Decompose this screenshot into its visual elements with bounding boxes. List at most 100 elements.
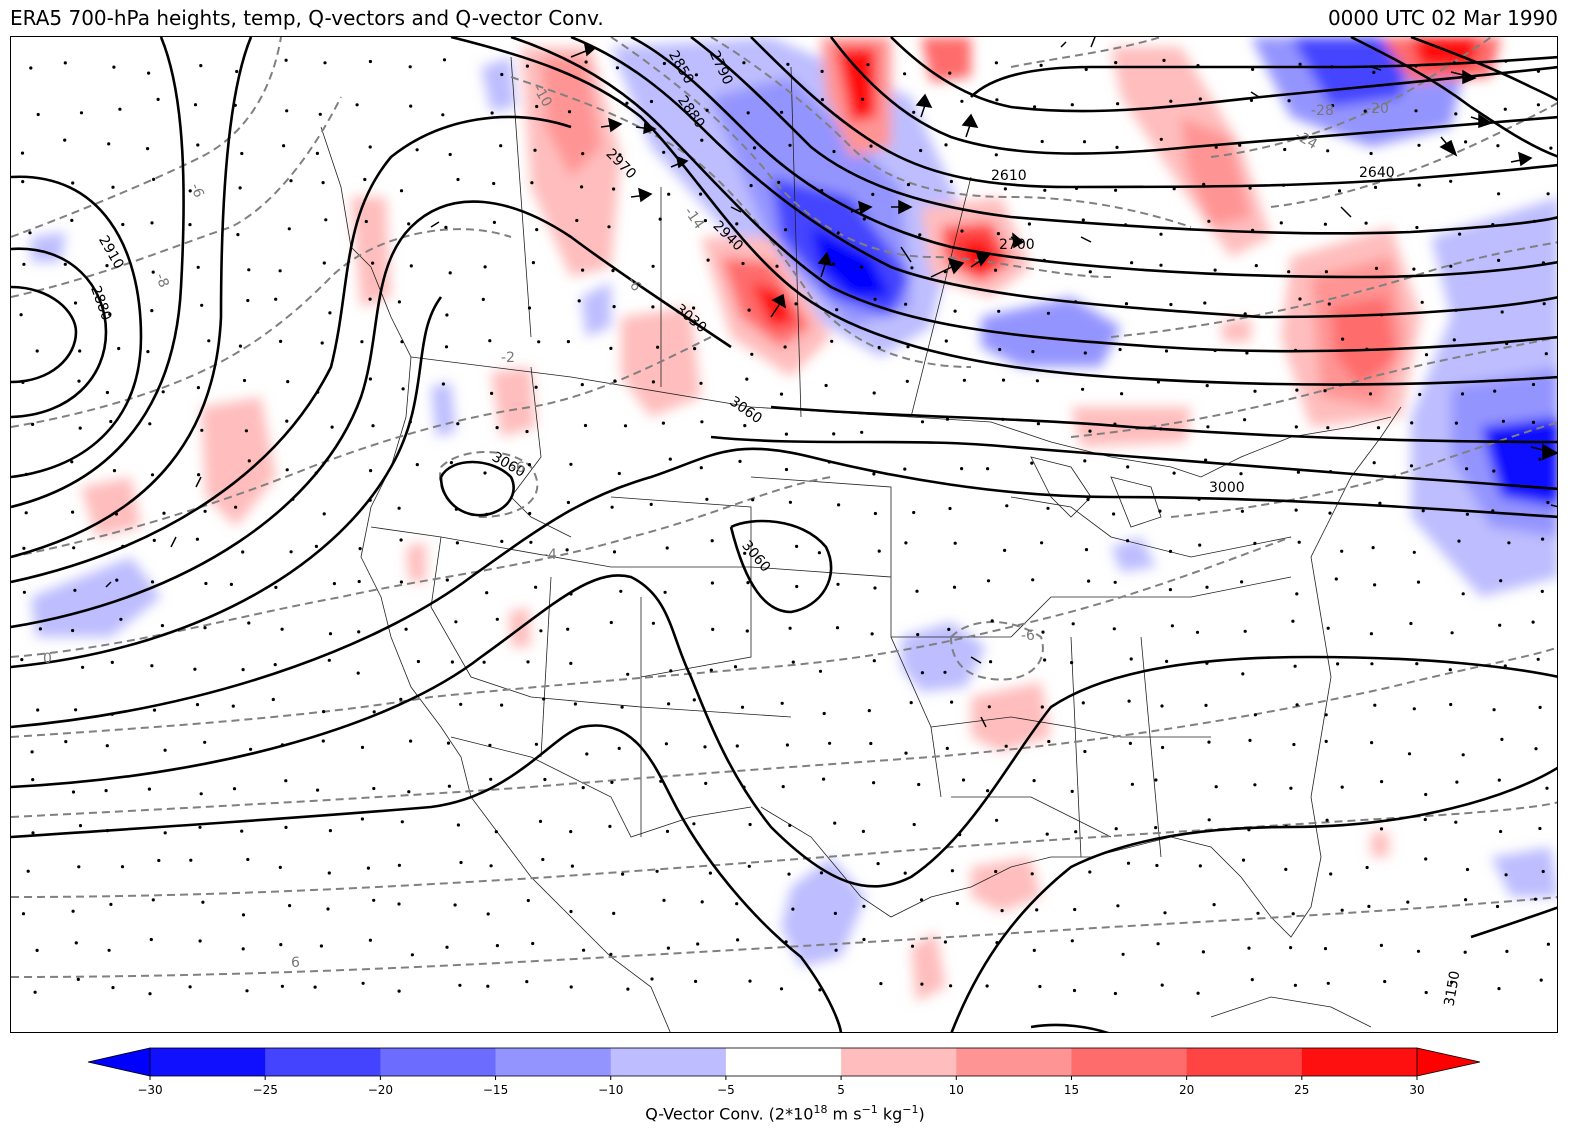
q-vector-dot <box>861 829 866 834</box>
q-vector-arrow <box>630 187 653 203</box>
q-vector-arrow <box>1439 136 1458 157</box>
q-vector-dot <box>1383 979 1387 984</box>
q-vector-dot <box>1032 779 1036 783</box>
height-contour <box>770 405 1557 444</box>
q-vector-dot <box>916 633 920 637</box>
q-vector-dot <box>1088 429 1092 433</box>
height-contour <box>11 200 732 629</box>
colorbar-swatch <box>380 1048 497 1076</box>
q-vector-dot <box>1042 258 1046 262</box>
q-vector-dot <box>357 630 361 634</box>
q-vector-dot <box>448 152 452 157</box>
q-vector-dot <box>1540 589 1544 594</box>
q-vector-dot <box>1205 384 1209 388</box>
q-vector-dot <box>1417 183 1421 187</box>
q-vector-dot <box>76 977 80 982</box>
q-vector-dot <box>694 979 698 984</box>
q-vector-dot <box>408 420 412 424</box>
q-vector-dot <box>109 419 113 424</box>
colorbar-swatch <box>150 1048 266 1076</box>
q-vector-dot <box>1371 546 1375 550</box>
q-vector-dot <box>526 660 530 664</box>
q-vector-dot <box>459 860 463 865</box>
q-vector-dot <box>1497 258 1501 262</box>
q-vector-dot <box>399 189 404 193</box>
q-vector-dot <box>709 668 713 672</box>
q-vector-dot <box>917 782 921 787</box>
q-vector-dot <box>1376 426 1381 430</box>
q-vector-dot <box>909 701 913 705</box>
q-vector-dot <box>1169 99 1173 103</box>
q-vector-dot <box>867 709 871 713</box>
q-vector-dot <box>397 863 401 867</box>
q-vector-dot <box>1500 737 1504 742</box>
q-vector-dot <box>81 665 85 669</box>
q-vector-dot <box>500 72 504 77</box>
q-vector-dot <box>1205 661 1209 665</box>
q-vector-dot <box>1254 264 1258 268</box>
q-vector-dot <box>1293 348 1298 352</box>
q-vector-dot <box>873 297 877 301</box>
q-vector-dot <box>920 671 925 675</box>
q-vector-dot <box>943 270 947 274</box>
q-vector-dot <box>1497 192 1501 196</box>
q-vector-dot <box>1204 458 1208 462</box>
q-vector-dot <box>240 151 244 156</box>
q-vector-dot <box>1293 983 1297 987</box>
q-vector-dot <box>328 829 332 833</box>
q-vector-dot <box>818 669 823 673</box>
q-vector-dot <box>871 192 875 196</box>
q-vector-dot <box>1113 991 1117 996</box>
q-vector-dot <box>24 472 28 476</box>
q-vector-dot <box>912 510 916 515</box>
q-vector-dot <box>1033 105 1037 109</box>
q-vector-dot <box>115 578 119 582</box>
q-vector-dot <box>985 984 989 988</box>
q-vector-dot <box>665 546 669 550</box>
convergence-area <box>351 197 391 307</box>
q-vector-arrow <box>170 536 177 548</box>
q-vector-dot <box>360 745 365 750</box>
q-vector-dot <box>787 872 791 876</box>
q-vector-dot <box>918 233 922 237</box>
q-vector-dot <box>368 145 372 149</box>
q-vector-dot <box>618 153 622 157</box>
q-vector-dot <box>1214 145 1218 149</box>
q-vector-dot <box>358 547 362 551</box>
q-vector-arrow <box>195 476 202 488</box>
q-vector-dot <box>1159 263 1163 267</box>
q-vector-dot <box>1505 949 1509 954</box>
convergence-area <box>836 47 876 122</box>
q-vector-dot <box>104 789 108 793</box>
q-vector-dot <box>696 942 700 946</box>
q-vector-dot <box>832 149 836 154</box>
q-vector-dot <box>1415 225 1419 230</box>
q-vector-dot <box>289 550 293 554</box>
q-vector-dot <box>397 300 401 304</box>
q-vector-dot <box>1536 657 1540 661</box>
q-vector-dot <box>280 743 284 747</box>
q-vector-dot <box>1294 508 1298 512</box>
q-vector-dot <box>1416 949 1421 953</box>
q-vector-dot <box>36 112 40 117</box>
q-vector-dot <box>109 902 113 907</box>
q-vector-dot <box>612 187 616 191</box>
q-vector-dot <box>1326 981 1330 985</box>
q-vector-arrow <box>1530 443 1557 461</box>
q-vector-dot <box>626 987 630 991</box>
q-vector-dot <box>401 387 405 391</box>
q-vector-dot <box>1197 497 1201 501</box>
height-contour <box>11 247 108 419</box>
q-vector-dot <box>500 703 504 707</box>
q-vector-dot <box>284 825 288 830</box>
q-vector-dot <box>1035 379 1039 383</box>
q-vector-dot <box>537 340 541 344</box>
q-vector-dot <box>319 944 323 948</box>
q-vector-dot <box>877 549 881 553</box>
q-vector-dot <box>198 939 202 943</box>
temp-label: -20 <box>1366 101 1389 117</box>
temp-label: -6 <box>1021 628 1035 644</box>
q-vector-dot <box>742 785 746 789</box>
q-vector-dot <box>1206 425 1210 429</box>
q-vector-dot <box>832 432 836 436</box>
